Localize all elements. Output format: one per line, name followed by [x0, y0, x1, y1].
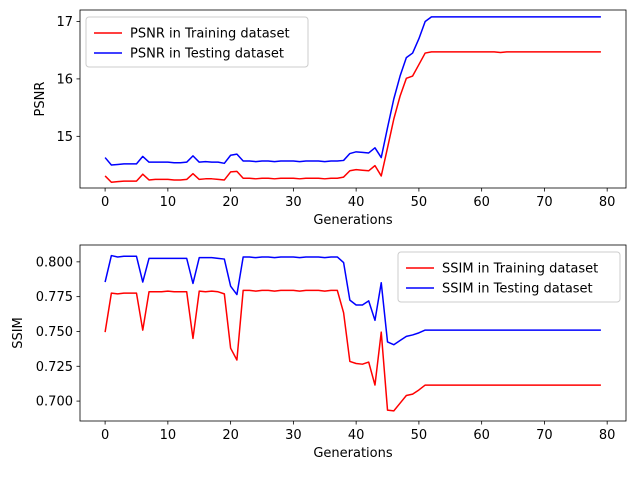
ssim-series-line-training: [104, 289, 601, 412]
psnr-x-tick-label: 30: [285, 195, 302, 210]
psnr-x-tick-label: 80: [599, 195, 616, 210]
psnr-x-tick-label: 50: [411, 195, 428, 210]
ssim-y-tick-label: 0.750: [36, 325, 73, 340]
ssim-x-tick-label: 70: [536, 428, 553, 443]
psnr-y-tick-label: 15: [56, 130, 73, 145]
ssim-y-tick-label: 0.725: [36, 360, 73, 375]
ssim-y-axis-label: SSIM: [11, 317, 26, 349]
psnr-y-axis-label: PSNR: [33, 82, 48, 117]
psnr-x-axis-label: Generations: [313, 213, 393, 228]
ssim-legend-entry: SSIM in Testing dataset: [442, 282, 593, 297]
psnr-x-tick-label: 40: [348, 195, 365, 210]
ssim-x-tick-label: 20: [222, 428, 239, 443]
ssim-legend-box: [397, 251, 621, 303]
psnr-x-tick-label: 10: [160, 195, 177, 210]
ssim-x-tick-label: 30: [285, 428, 302, 443]
ssim-x-tick-label: 60: [473, 428, 490, 443]
ssim-chart: 0 10 20 30 40 50 60 70 80 0.700 0.725 0.750 0.775 0.8…: [11, 244, 627, 461]
ssim-x-axis-label: Generations: [313, 446, 393, 461]
psnr-x-tick-label: 0: [101, 195, 109, 210]
ssim-series-line-testing: [104, 254, 601, 346]
psnr-series-line-training: [104, 51, 601, 184]
psnr-legend: PSNR in Training dataset PSNR in Testing …: [85, 16, 309, 68]
psnr-x-tick-label: 20: [222, 195, 239, 210]
ssim-x-tick-label: 0: [101, 428, 109, 443]
psnr-axes-frame: [79, 9, 627, 189]
psnr-legend-box: [85, 16, 309, 68]
ssim-legend: SSIM in Training dataset SSIM in Testing …: [397, 251, 621, 303]
ssim-y-tick-label: 0.800: [36, 255, 73, 270]
ssim-legend-entry: SSIM in Training dataset: [442, 262, 598, 277]
ssim-x-tick-label: 80: [599, 428, 616, 443]
ssim-axes-frame: [79, 244, 627, 422]
ssim-x-tick-label: 40: [348, 428, 365, 443]
ssim-y-tick-label: 0.775: [36, 290, 73, 305]
psnr-y-tick-label: 17: [56, 15, 73, 30]
psnr-series-line-testing: [104, 16, 601, 166]
psnr-x-tick-label: 70: [536, 195, 553, 210]
psnr-x-tick-label: 60: [473, 195, 490, 210]
ssim-x-tick-label: 50: [411, 428, 428, 443]
ssim-x-tick-label: 10: [160, 428, 177, 443]
psnr-legend-entry: PSNR in Testing dataset: [130, 47, 284, 62]
psnr-legend-entry: PSNR in Training dataset: [130, 27, 290, 42]
ssim-y-tick-label: 0.700: [36, 395, 73, 410]
psnr-chart: 0 10 20 30 40 50 60 70 80 15 16 17 Generations PSNR PS…: [33, 9, 627, 228]
psnr-y-tick-label: 16: [56, 72, 73, 87]
